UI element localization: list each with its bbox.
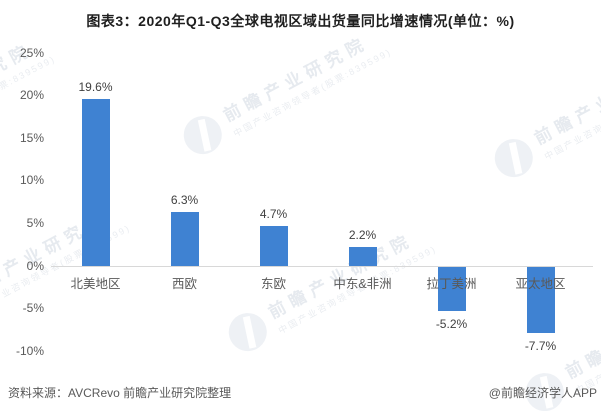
app-credit: @前瞻经济学人APP — [488, 386, 597, 400]
y-axis-tick: 15% — [19, 130, 44, 145]
qianzhan-logo-icon — [488, 132, 540, 184]
chart-title: 图表3：2020年Q1-Q3全球电视区域出货量同比增速情况(单位：%) — [86, 13, 515, 29]
bar — [81, 99, 110, 266]
bar — [259, 225, 288, 266]
y-axis-tick: 10% — [19, 173, 44, 188]
x-axis-label: 北美地区 — [70, 277, 121, 291]
bar — [526, 267, 555, 333]
bar — [437, 267, 466, 312]
y-axis-tick: -5% — [22, 301, 44, 316]
y-axis-tick: 5% — [26, 215, 44, 230]
x-axis-label: 东欧 — [260, 277, 286, 291]
bar-value-label: -7.7% — [524, 338, 557, 353]
x-axis-label: 拉丁美洲 — [426, 277, 477, 291]
bar-value-label: 6.3% — [170, 193, 199, 208]
x-axis-label: 西欧 — [171, 277, 197, 291]
y-axis-tick: 25% — [19, 45, 44, 60]
y-axis-tick: 20% — [19, 88, 44, 103]
y-axis-tick: -10% — [15, 343, 44, 358]
bar-value-label: -5.2% — [435, 317, 468, 332]
qianzhan-logo-icon — [222, 306, 274, 358]
x-axis-label: 亚太地区 — [515, 277, 566, 291]
y-axis-tick: 0% — [26, 258, 44, 273]
watermark: 前瞻产业研究院 中国产业咨询领导者(股票:839599) — [177, 21, 394, 162]
bar — [348, 247, 377, 266]
x-axis-line — [51, 266, 593, 267]
qianzhan-logo-icon — [177, 109, 229, 161]
watermark-text: 前瞻产业研究院 中国产业咨询领导者(股票:839599) — [220, 33, 394, 139]
bar-value-label: 19.6% — [78, 80, 113, 94]
watermark-text: 前瞻产业研究院 中国产业咨询领导者(股票:839599) — [531, 56, 601, 162]
source-note: 资料来源：AVCRevo 前瞻产业研究院整理 — [8, 386, 232, 400]
x-axis-label: 中东&非洲 — [333, 277, 392, 291]
watermark: 前瞻产业研究院 中国产业咨询领导者(股票:839599) — [488, 44, 601, 185]
bar — [170, 212, 199, 266]
bar-value-label: 4.7% — [259, 206, 288, 221]
watermark-text: 前瞻产业研究院 中国产业咨询领导者(股票:839599) — [0, 209, 133, 315]
bar-value-label: 2.2% — [348, 228, 377, 243]
watermark-text: 前瞻产业研究院 中国产业咨询领导者(股票:839599) — [562, 290, 601, 396]
